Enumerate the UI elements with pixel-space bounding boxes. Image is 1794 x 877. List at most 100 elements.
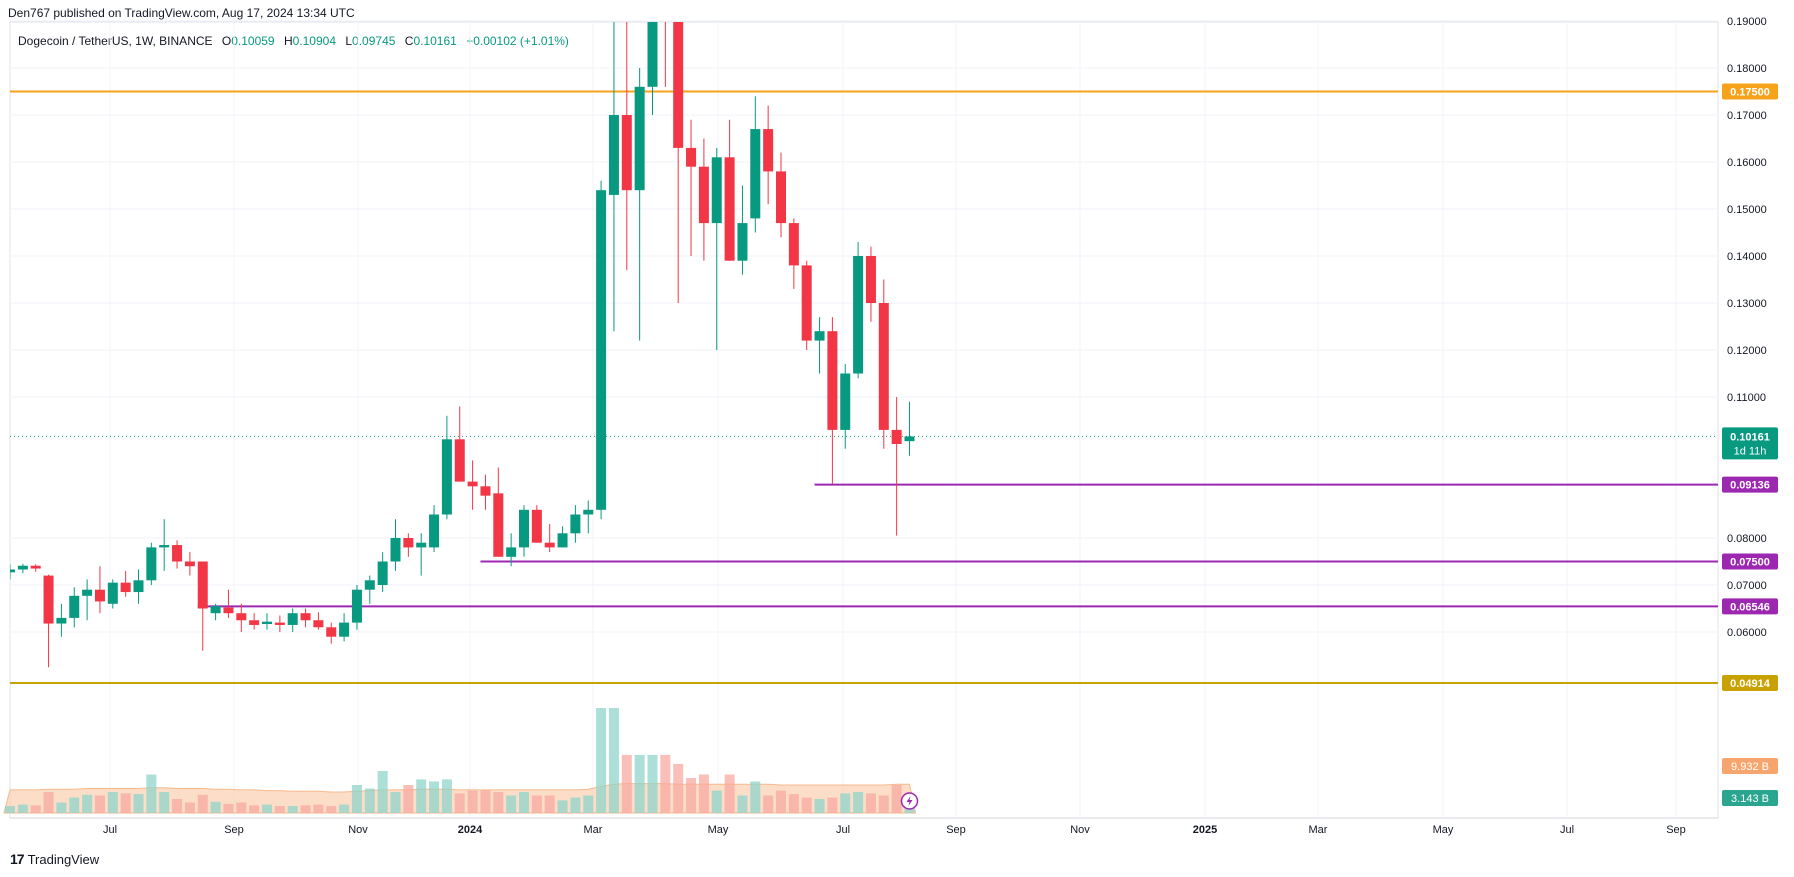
- volume-bar: [454, 793, 465, 813]
- candle-body: [43, 575, 54, 624]
- y-tick-label: 0.15000: [1727, 204, 1767, 216]
- volume-bar: [711, 790, 722, 813]
- volume-tag-label: 9.932 B: [1731, 761, 1769, 773]
- y-tick-label: 0.11000: [1727, 392, 1766, 404]
- candle-body: [236, 613, 247, 621]
- candle-body: [403, 538, 414, 548]
- level-price-tag: [1722, 675, 1778, 692]
- level-price-tag: [1722, 598, 1778, 615]
- volume-bar: [583, 795, 594, 813]
- candle-body: [878, 303, 889, 430]
- candle-body: [698, 166, 709, 224]
- candle-body: [94, 589, 105, 602]
- volume-bar: [724, 774, 735, 813]
- candle-body: [249, 620, 260, 625]
- candle-body: [10, 569, 15, 573]
- volume-bar: [197, 794, 208, 813]
- x-tick-label: May: [708, 824, 729, 836]
- volume-bar: [814, 799, 825, 813]
- volume-bar: [570, 797, 581, 813]
- candle-body: [69, 595, 80, 618]
- volume-bar: [429, 781, 440, 813]
- candle-body: [197, 561, 208, 609]
- volume-bar: [776, 790, 786, 813]
- volume-bar: [223, 803, 234, 813]
- volume-bar: [146, 774, 157, 813]
- x-tick-label: Jul: [836, 824, 850, 836]
- candle-body: [493, 493, 504, 557]
- close-label: C: [404, 34, 414, 48]
- volume-bar: [30, 805, 41, 813]
- volume-bar: [120, 793, 131, 813]
- candle-body: [262, 621, 272, 625]
- candle-body: [673, 22, 684, 148]
- volume-bar: [467, 790, 478, 813]
- level-price-tag: [1722, 553, 1778, 570]
- volume-bar: [210, 801, 221, 813]
- volume-bar: [107, 792, 118, 813]
- volume-bar: [480, 789, 491, 813]
- volume-bar: [557, 800, 568, 813]
- high-value: 0.10904: [292, 34, 337, 48]
- volume-bar: [763, 795, 774, 813]
- volume-bar: [801, 797, 812, 813]
- tradingview-footer: 17 TradingView: [10, 851, 99, 867]
- candle-body: [608, 115, 619, 195]
- volume-bar: [159, 792, 170, 813]
- symbol-label: Dogecoin / TetherUS, 1W, BINANCE: [18, 34, 213, 48]
- candle-body: [30, 565, 41, 569]
- volume-bar: [249, 805, 260, 813]
- candle-body: [596, 190, 607, 510]
- volume-bar: [673, 764, 684, 813]
- candle-body: [339, 622, 350, 637]
- volume-bar: [184, 802, 195, 813]
- brand-label: TradingView: [27, 851, 100, 867]
- candle-body: [634, 86, 645, 191]
- candle-body: [454, 439, 465, 482]
- candle-body: [467, 481, 478, 487]
- volume-bar: [416, 779, 427, 813]
- x-tick-label: 2024: [458, 824, 483, 836]
- volume-bar: [544, 795, 555, 813]
- volume-bar: [390, 792, 401, 813]
- volume-bar: [236, 802, 247, 813]
- volume-bar: [634, 754, 645, 813]
- candle-body: [364, 580, 375, 590]
- open-value: 0.10059: [231, 34, 275, 48]
- volume-bar: [43, 792, 54, 813]
- y-tick-label: 0.14000: [1727, 251, 1767, 263]
- candle-body: [647, 22, 658, 87]
- volume-bar: [853, 792, 864, 813]
- candle-body: [223, 607, 234, 614]
- candle-body: [865, 256, 876, 303]
- lightning-glyph: [906, 796, 913, 806]
- candle-body: [904, 436, 915, 442]
- candle-body: [853, 256, 864, 374]
- candle-body: [519, 509, 529, 548]
- volume-bar: [621, 754, 632, 813]
- volume-bar: [788, 794, 799, 813]
- volume-bar: [82, 794, 93, 813]
- x-tick-label: Nov: [348, 824, 368, 836]
- level-price-label: 0.06546: [1730, 601, 1770, 613]
- candle-body: [788, 223, 799, 266]
- low-label: L: [345, 34, 353, 48]
- volume-bar: [596, 708, 607, 813]
- candle-body: [82, 589, 93, 596]
- x-tick-label: Jul: [103, 824, 117, 836]
- volume-bar: [750, 781, 761, 813]
- volume-bar: [300, 805, 311, 813]
- x-tick-label: Jul: [1560, 824, 1574, 836]
- volume-bar: [69, 797, 80, 813]
- volume-bar: [339, 804, 350, 813]
- volume-bar: [878, 795, 889, 813]
- candle-body: [724, 157, 735, 261]
- volume-bar: [698, 774, 709, 813]
- candle-body: [184, 561, 195, 567]
- candle-body: [621, 115, 632, 191]
- volume-tag: [1722, 790, 1778, 806]
- candle-body: [107, 582, 118, 604]
- candle-body: [711, 157, 722, 224]
- volume-bar: [891, 785, 902, 813]
